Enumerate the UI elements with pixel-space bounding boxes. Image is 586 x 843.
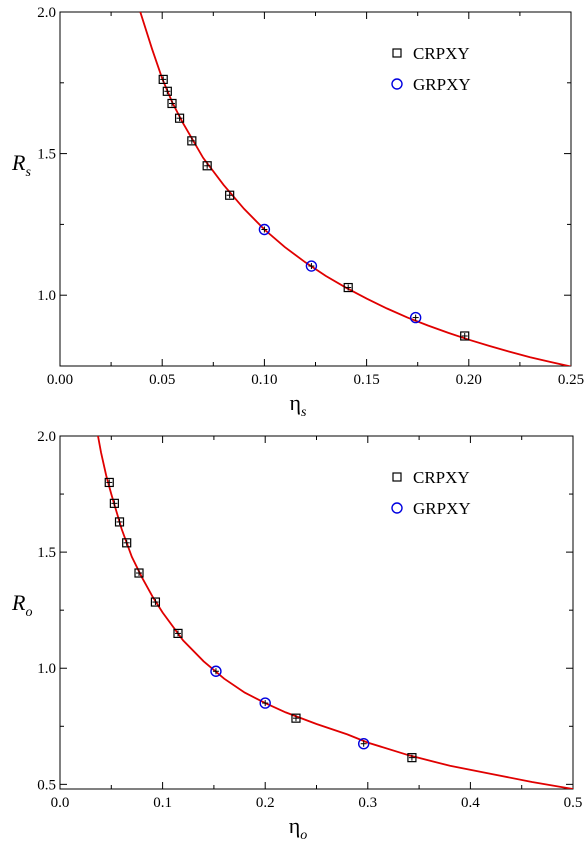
bottom-plot-frame: [59, 435, 574, 790]
data-point-crpxy: [343, 282, 353, 293]
y-tick-label: 1.0: [37, 288, 56, 304]
x-tick-label: 0.20: [456, 372, 482, 388]
bottom-legend: CRPXY GRPXY: [391, 468, 471, 518]
data-point-grpxy: [258, 223, 271, 236]
x-tick-label: 0.3: [358, 795, 377, 811]
top-series-grpxy: [258, 223, 422, 324]
bottom-fit-curve: [97, 436, 573, 789]
legend-marker-circle: [391, 502, 403, 514]
data-point-crpxy: [202, 161, 212, 171]
bottom-series-grpxy: [210, 665, 370, 750]
data-point-crpxy: [187, 136, 197, 146]
top-x-axis-title: ηs: [290, 390, 308, 420]
y-tick-label: 1.0: [37, 661, 56, 677]
y-tick-label: 1.5: [37, 545, 56, 561]
bottom-y-axis-title: Ro: [11, 590, 32, 620]
data-point-grpxy: [259, 697, 271, 709]
x-tick-label: 0.5: [564, 795, 583, 811]
legend-label: CRPXY: [413, 468, 470, 487]
data-point-crpxy: [291, 713, 301, 723]
bottom-x-axis-title: ηo: [289, 813, 308, 843]
bottom-series-crpxy: [104, 477, 417, 763]
data-point-grpxy: [210, 665, 222, 677]
data-point-crpxy: [109, 498, 119, 508]
x-tick-label: 0.15: [353, 372, 379, 388]
x-tick-label: 0.4: [461, 795, 480, 811]
data-point-crpxy: [104, 477, 114, 488]
x-tick-label: 0.10: [251, 372, 277, 388]
data-point-grpxy: [409, 311, 422, 324]
x-tick-label: 0.1: [153, 795, 172, 811]
top-panel: 0.00 0.05 0.10 0.15 0.20 0.25 1.0 1.5 2.0 ηs Rs CRP…: [11, 5, 584, 420]
data-point-crpxy: [158, 74, 168, 85]
top-y-axis-title: Rs: [11, 150, 31, 180]
data-point-crpxy: [460, 331, 470, 341]
bottom-panel: 0.0 0.1 0.2 0.3 0.4 0.5 0.5 1.0 1.5 2.0 ηo Ro CRPXY G…: [11, 429, 582, 843]
legend-label: CRPXY: [413, 44, 470, 63]
top-fit-curve: [139, 12, 571, 366]
top-series-crpxy: [158, 74, 470, 341]
data-point-crpxy: [225, 190, 235, 200]
top-legend: CRPXY GRPXY: [391, 44, 471, 94]
data-point-crpxy: [134, 568, 144, 578]
top-plot-frame: [59, 11, 572, 367]
x-tick-label: 0.25: [558, 372, 584, 388]
legend-marker-square: [392, 472, 402, 482]
x-tick-label: 0.05: [149, 372, 175, 388]
y-tick-label: 0.5: [37, 777, 56, 793]
legend-label: GRPXY: [413, 499, 471, 518]
data-point-crpxy: [173, 628, 183, 639]
data-point-crpxy: [162, 86, 172, 96]
x-tick-label: 0.00: [47, 372, 73, 388]
x-tick-label: 0.2: [256, 795, 275, 811]
data-point-grpxy: [357, 738, 370, 750]
y-tick-label: 2.0: [37, 429, 56, 445]
y-tick-label: 2.0: [37, 5, 56, 21]
legend-marker-circle: [391, 78, 403, 90]
legend-marker-square: [392, 48, 402, 58]
x-tick-label: 0.0: [51, 795, 70, 811]
data-point-grpxy: [305, 260, 318, 272]
data-point-crpxy: [407, 753, 417, 763]
data-point-crpxy: [150, 597, 161, 607]
data-point-crpxy: [167, 98, 177, 109]
y-tick-label: 1.5: [37, 147, 56, 163]
legend-label: GRPXY: [413, 75, 471, 94]
data-point-crpxy: [114, 517, 125, 527]
data-point-crpxy: [174, 113, 185, 123]
data-point-crpxy: [122, 538, 132, 548]
